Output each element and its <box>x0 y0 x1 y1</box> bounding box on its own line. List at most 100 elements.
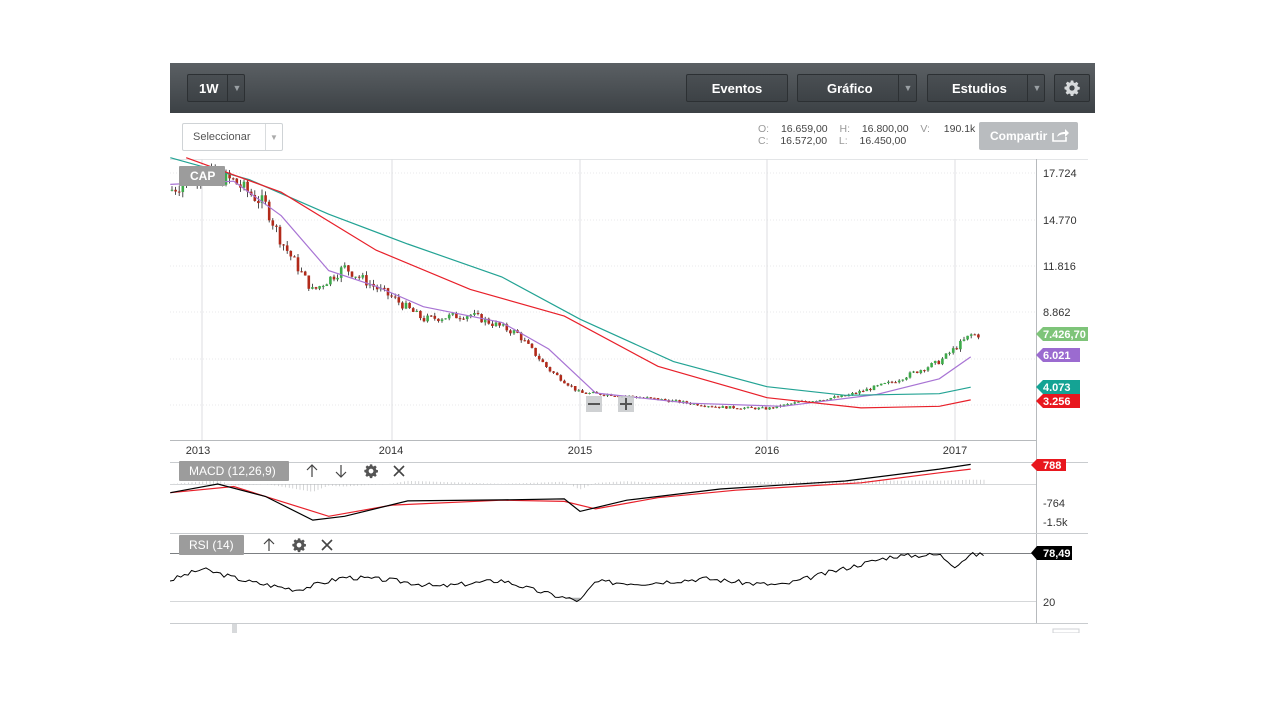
candle <box>275 225 278 227</box>
macd-close-icon[interactable] <box>393 465 405 477</box>
candle <box>923 370 926 372</box>
candle <box>829 398 833 400</box>
candle <box>537 355 541 360</box>
candle <box>753 407 757 410</box>
candle <box>663 399 667 401</box>
candle <box>797 401 800 403</box>
candle <box>231 178 235 180</box>
candle <box>354 276 357 278</box>
events-label: Eventos <box>711 80 763 96</box>
candle <box>973 334 977 336</box>
candle <box>901 379 905 381</box>
candle <box>955 348 959 350</box>
x-tick-2013: 2013 <box>186 445 210 457</box>
candle <box>710 406 714 408</box>
macd-arrow-down-icon[interactable] <box>335 465 347 478</box>
interval-button[interactable]: 1W <box>187 74 245 102</box>
candle <box>656 398 660 400</box>
rsi-gear-icon[interactable] <box>292 538 306 553</box>
candle <box>944 353 948 359</box>
rsi-arrow-up-icon[interactable] <box>263 538 275 551</box>
candle <box>530 343 534 348</box>
zoom-out-icon[interactable] <box>586 396 602 412</box>
chart-area: CAP MACD (12,26,9) RSI (14) 2013 2014 20… <box>170 157 1088 633</box>
candle <box>415 310 419 312</box>
high-label: H: <box>839 123 851 135</box>
x-tick-2014: 2014 <box>379 445 403 457</box>
studies-dropdown-icon[interactable]: ▼ <box>1027 74 1046 102</box>
candle <box>350 271 354 277</box>
candle <box>311 287 314 289</box>
macd-arrow-up-icon[interactable] <box>306 464 318 477</box>
interval-dropdown-icon[interactable]: ▼ <box>227 74 246 102</box>
candle <box>915 371 919 374</box>
candle <box>285 245 289 251</box>
events-button[interactable]: Eventos <box>686 74 788 102</box>
studies-label: Estudios <box>952 80 1007 96</box>
candle <box>365 275 368 286</box>
price-tag-close-text: 7.426,70 <box>1043 329 1086 341</box>
zoom-in-icon[interactable] <box>618 396 634 412</box>
cap-label-bg <box>179 166 225 186</box>
price-tag-purple-text: 6.021 <box>1043 350 1071 362</box>
candle <box>887 381 890 384</box>
candle <box>606 394 609 396</box>
candle <box>404 302 408 309</box>
candle <box>703 405 707 407</box>
candle <box>541 359 545 363</box>
candle <box>818 399 822 401</box>
candle <box>293 256 296 258</box>
scroll-handle-right[interactable] <box>1052 628 1080 633</box>
candle <box>383 287 386 289</box>
candle <box>674 400 678 402</box>
candle <box>289 250 293 257</box>
candle <box>498 322 501 326</box>
candle <box>235 178 239 185</box>
rsi-panel-label: RSI (14) <box>189 538 234 552</box>
share-icon <box>1052 129 1069 142</box>
candle <box>649 397 653 399</box>
moving-averages-layer <box>170 157 972 409</box>
candle <box>563 380 566 384</box>
candle <box>588 392 591 394</box>
candle <box>793 402 797 404</box>
candle <box>519 332 523 341</box>
candle <box>660 399 663 401</box>
candle <box>257 200 260 204</box>
candle <box>476 313 480 315</box>
candle <box>224 172 228 185</box>
symbol-select[interactable]: Seleccionar ▼ <box>182 123 283 151</box>
candle <box>717 406 721 408</box>
candle <box>361 275 365 278</box>
candle <box>890 381 894 383</box>
candle <box>278 226 282 245</box>
share-button[interactable]: Compartir <box>979 122 1078 150</box>
settings-button[interactable] <box>1054 74 1090 102</box>
candle <box>786 403 789 405</box>
candle <box>444 318 447 320</box>
price-tag-teal <box>1036 380 1080 394</box>
candle <box>840 395 843 398</box>
candle <box>393 296 397 298</box>
candle <box>933 360 937 364</box>
candle <box>523 340 527 342</box>
rsi-close-icon[interactable] <box>321 539 333 551</box>
chart-type-button[interactable]: Gráfico <box>797 74 917 102</box>
candle <box>757 407 761 410</box>
candle <box>411 308 415 312</box>
candle <box>743 407 746 409</box>
candle <box>570 385 573 387</box>
candle <box>591 392 595 394</box>
macd-gear-icon[interactable] <box>364 464 378 479</box>
candle <box>761 407 764 409</box>
scroll-handle-left[interactable] <box>232 624 237 633</box>
candle <box>170 189 174 191</box>
macd-value-tag <box>1031 459 1066 471</box>
candle <box>833 396 836 399</box>
candle <box>548 367 552 372</box>
studies-button[interactable]: Estudios <box>927 74 1045 102</box>
candle <box>908 372 912 378</box>
y-tick-4: 8.862 <box>1043 307 1071 319</box>
candle <box>645 397 649 399</box>
chart-type-dropdown-icon[interactable]: ▼ <box>898 74 917 102</box>
